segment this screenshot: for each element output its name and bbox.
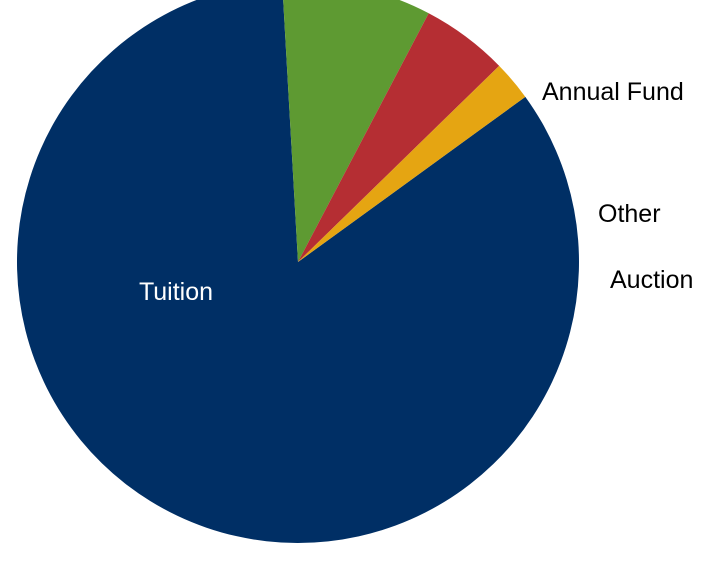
slice-label-auction: Auction [610, 266, 693, 294]
pie-labels: Tuition Annual Fund Other Auction [139, 78, 693, 306]
pie-slice-tuition [17, 0, 579, 543]
slice-label-other: Other [598, 200, 661, 228]
pie-slice-other [298, 13, 500, 262]
pie-slices [17, 0, 579, 543]
pie-slice-annual-fund [283, 0, 429, 262]
slice-label-annual-fund: Annual Fund [542, 78, 684, 106]
pie-slice-auction [298, 65, 526, 262]
slice-label-tuition: Tuition [139, 278, 213, 306]
